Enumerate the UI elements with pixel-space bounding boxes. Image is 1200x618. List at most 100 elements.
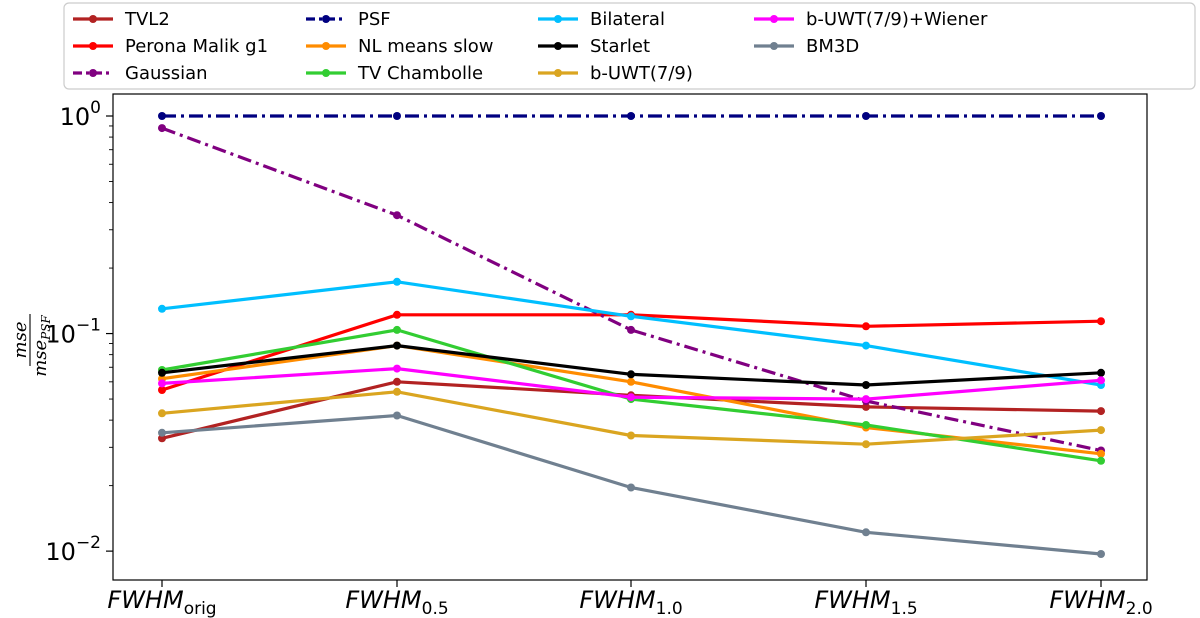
data-point-starlet <box>393 341 401 350</box>
legend-marker <box>89 15 97 23</box>
data-point-bm3d <box>862 528 870 537</box>
x-tick-label: FWHM0.5 <box>345 586 448 618</box>
legend-item-b-uwt-7-9-wiener: b-UWT(7/9)+Wiener <box>754 9 988 30</box>
legend-marker <box>89 69 97 77</box>
legend-marker <box>554 15 562 23</box>
plot-area <box>112 93 1148 581</box>
data-point-perona-malik-g1 <box>1097 317 1105 326</box>
x-tick-label: FWHM1.5 <box>814 586 917 618</box>
data-point-starlet <box>862 381 870 389</box>
series-bm3d <box>158 411 1105 558</box>
legend-item-starlet: Starlet <box>538 36 650 57</box>
legend-item-gaussian: Gaussian <box>73 63 208 84</box>
legend-item-bilateral: Bilateral <box>538 9 665 30</box>
legend-item-psf: PSF <box>306 9 391 30</box>
legend-frame <box>63 2 1196 90</box>
legend-label: Starlet <box>590 36 650 57</box>
data-point-psf <box>1097 112 1105 120</box>
data-point-gaussian <box>393 211 401 220</box>
data-point-tvl2 <box>862 402 870 411</box>
data-point-bilateral <box>393 277 401 286</box>
data-point-tv-chambolle <box>1097 456 1105 465</box>
legend-marker <box>554 69 562 77</box>
data-point-gaussian <box>627 325 635 334</box>
data-point-bilateral <box>627 312 635 321</box>
data-point-gaussian <box>158 124 166 133</box>
data-point-psf <box>393 112 401 120</box>
data-point-b-uwt-7-9-wiener <box>1097 376 1105 385</box>
data-point-perona-malik-g1 <box>158 386 166 394</box>
data-point-starlet <box>627 370 635 379</box>
y-axis-label-numerator: mse <box>10 322 31 359</box>
data-point-b-uwt-7-9 <box>627 431 635 440</box>
legend-item-perona-malik-g1: Perona Malik g1 <box>73 36 268 57</box>
y-axis-label-denominator: msePSF <box>30 315 53 377</box>
data-point-nl-means-slow <box>627 377 635 386</box>
legend-item-nl-means-slow: NL means slow <box>306 36 493 57</box>
y-tick-label: 100 <box>60 98 101 131</box>
legend-marker <box>322 69 330 77</box>
series-psf <box>158 112 1105 120</box>
legend-marker <box>322 15 330 23</box>
data-point-bilateral <box>862 341 870 350</box>
data-point-bm3d <box>158 428 166 437</box>
data-point-tv-chambolle <box>393 325 401 334</box>
data-point-tvl2 <box>158 434 166 443</box>
data-point-b-uwt-7-9-wiener <box>627 393 635 402</box>
legend: TVL2 Perona Malik g1 Gaussian PSF NL means s… <box>63 2 1196 90</box>
series-line-gaussian <box>161 126 1102 453</box>
data-point-b-uwt-7-9 <box>158 409 166 418</box>
legend-item-tv-chambolle: TV Chambolle <box>306 63 483 84</box>
data-point-b-uwt-7-9 <box>862 440 870 449</box>
data-point-tvl2 <box>1097 407 1105 416</box>
legend-marker <box>770 42 778 50</box>
data-point-nl-means-slow <box>1097 449 1105 458</box>
series-group <box>158 112 1105 558</box>
data-point-psf <box>862 112 870 120</box>
legend-marker <box>770 15 778 23</box>
legend-label: b-UWT(7/9) <box>590 63 693 84</box>
x-tick-label: FWHM2.0 <box>1049 586 1152 618</box>
data-point-tv-chambolle <box>862 421 870 429</box>
x-tick-label: FWHMorig <box>107 586 216 618</box>
legend-label: NL means slow <box>358 36 493 57</box>
y-tick-label: 10−1 <box>45 316 101 349</box>
data-point-bm3d <box>1097 550 1105 558</box>
legend-label: TV Chambolle <box>357 63 483 84</box>
legend-item-tvl2: TVL2 <box>73 9 170 30</box>
data-point-perona-malik-g1 <box>862 322 870 331</box>
series-b-uwt-7-9-wiener <box>158 364 1105 404</box>
legend-item-bm3d: BM3D <box>754 36 859 57</box>
data-point-starlet <box>1097 368 1105 377</box>
legend-label: b-UWT(7/9)+Wiener <box>806 9 988 30</box>
data-point-tvl2 <box>393 377 401 386</box>
data-point-b-uwt-7-9-wiener <box>393 364 401 373</box>
data-point-bm3d <box>627 483 635 492</box>
data-point-perona-malik-g1 <box>393 310 401 319</box>
legend-label: Perona Malik g1 <box>125 36 268 57</box>
data-point-starlet <box>158 368 166 377</box>
data-point-b-uwt-7-9 <box>393 387 401 396</box>
data-point-psf <box>158 112 166 120</box>
x-tick-label: FWHM1.0 <box>579 586 682 618</box>
data-point-b-uwt-7-9-wiener <box>158 379 166 388</box>
legend-marker <box>554 42 562 50</box>
data-point-bilateral <box>158 304 166 313</box>
legend-label: Bilateral <box>590 9 665 30</box>
data-point-b-uwt-7-9 <box>1097 426 1105 435</box>
data-point-psf <box>627 112 635 120</box>
data-point-b-uwt-7-9-wiener <box>862 395 870 404</box>
y-axis-label: mse msePSF <box>10 314 53 377</box>
series-b-uwt-7-9 <box>158 387 1105 449</box>
data-point-bm3d <box>393 411 401 420</box>
legend-label: Gaussian <box>125 63 208 84</box>
legend-marker <box>89 42 97 50</box>
legend-item-b-uwt-7-9: b-UWT(7/9) <box>538 63 693 84</box>
legend-label: BM3D <box>806 36 859 57</box>
series-starlet <box>158 341 1105 389</box>
y-tick-label: 10−2 <box>45 533 101 566</box>
legend-marker <box>322 42 330 50</box>
legend-label: PSF <box>358 9 391 30</box>
